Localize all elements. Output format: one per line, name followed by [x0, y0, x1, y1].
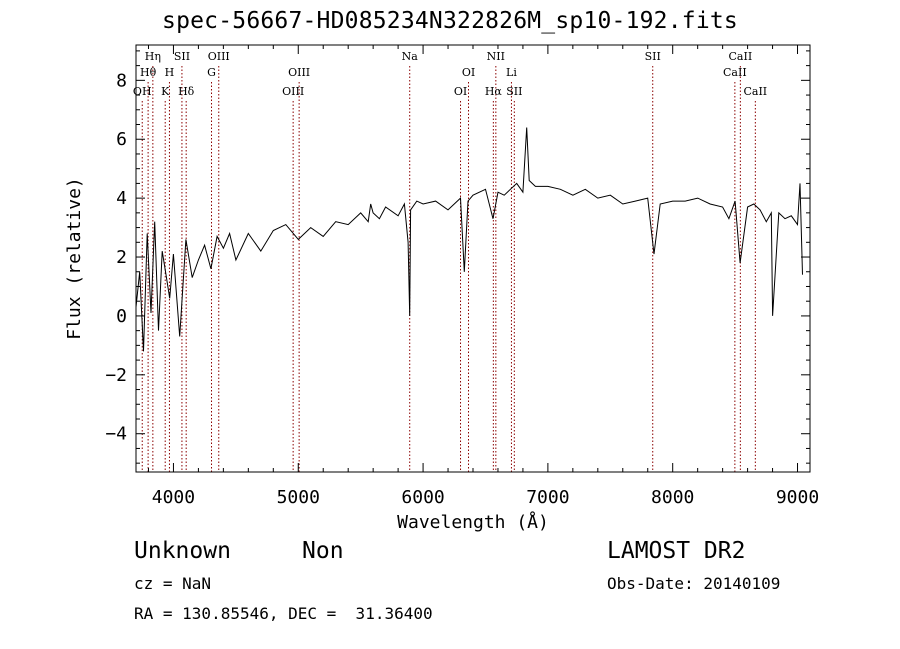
x-tick-label-2: 6000: [401, 487, 444, 508]
line-label-7: OIII: [208, 50, 230, 63]
line-label-11: Na: [402, 50, 419, 63]
survey-label: LAMOST DR2: [607, 538, 746, 564]
x-tick-label-3: 7000: [526, 487, 569, 508]
x-axis-label: Wavelength (Å): [397, 511, 549, 533]
line-label-10: OIII: [282, 85, 304, 98]
line-label-8: G: [207, 66, 216, 79]
y-tick-label-2: 0: [116, 306, 127, 327]
chart-title: spec-56667-HD085234N322826M_sp10-192.fit…: [162, 8, 738, 34]
line-label-3: SII: [174, 50, 190, 63]
line-label-1: Hθ: [140, 66, 157, 79]
line-label-16: Hα: [485, 85, 503, 98]
y-axis-label: Flux (relative): [64, 177, 85, 340]
line-label-18: SII: [645, 50, 661, 63]
line-label-17: SII: [506, 85, 522, 98]
y-tick-label-6: 8: [116, 70, 127, 91]
line-label-12: NII: [487, 50, 505, 63]
line-label-21: CaII: [743, 85, 767, 98]
y-tick-label-1: −2: [105, 365, 127, 386]
line-label-4: H: [165, 66, 175, 79]
x-tick-label-4: 8000: [651, 487, 694, 508]
y-tick-label-5: 6: [116, 129, 127, 150]
line-label-0: Hη: [145, 50, 161, 63]
y-tick-label-4: 4: [116, 188, 127, 209]
x-tick-label-5: 9000: [776, 487, 819, 508]
class-label: Unknown: [134, 538, 231, 564]
y-tick-label-0: −4: [105, 424, 127, 445]
line-label-20: CaII: [723, 66, 747, 79]
x-tick-label-1: 5000: [277, 487, 320, 508]
line-label-13: OI: [462, 66, 475, 79]
line-label-19: CaII: [729, 50, 753, 63]
obs-date-label: Obs-Date: 20140109: [607, 574, 781, 593]
subclass-label: Non: [302, 538, 344, 564]
line-label-9: OIII: [288, 66, 310, 79]
line-label-14: Li: [506, 66, 517, 79]
cz-label: cz = NaN: [134, 574, 212, 593]
line-label-15: OI: [454, 85, 467, 98]
line-label-6: Hδ: [178, 85, 195, 98]
coords-label: RA = 130.85546, DEC = 31.36400: [134, 604, 433, 623]
x-tick-label-0: 4000: [152, 487, 195, 508]
line-label-5: K: [161, 85, 170, 98]
y-tick-label-3: 2: [116, 247, 127, 268]
flux-line-0: [135, 127, 803, 352]
